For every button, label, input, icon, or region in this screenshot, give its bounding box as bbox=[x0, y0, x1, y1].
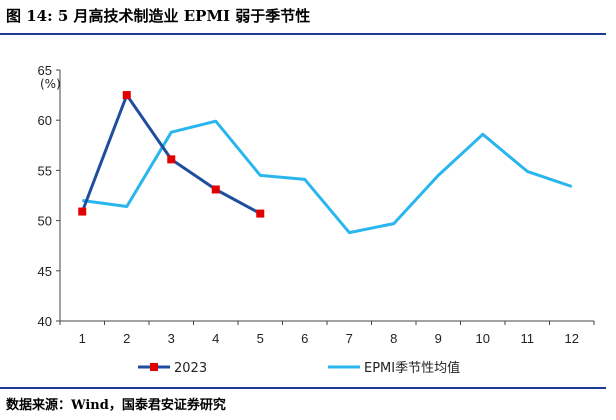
data-point-2023 bbox=[78, 207, 87, 216]
y-tick-label: 65 bbox=[38, 63, 52, 78]
x-tick-label: 3 bbox=[168, 331, 175, 346]
data-point-2023 bbox=[256, 209, 265, 218]
data-point-2023 bbox=[211, 185, 220, 194]
x-tick-label: 1 bbox=[79, 331, 86, 346]
x-tick-label: 12 bbox=[565, 331, 579, 346]
x-tick-label: 7 bbox=[346, 331, 353, 346]
source-rule bbox=[0, 387, 606, 389]
x-tick-label: 8 bbox=[390, 331, 397, 346]
chart-series bbox=[78, 91, 573, 235]
legend-marker-2023 bbox=[150, 363, 158, 371]
x-tick-label: 2 bbox=[123, 331, 130, 346]
data-point-2023 bbox=[167, 155, 176, 164]
series-line-seasonal-avg bbox=[82, 119, 573, 235]
x-tick-label: 6 bbox=[301, 331, 308, 346]
source-note: 数据来源：Wind，国泰君安证券研究 bbox=[6, 398, 226, 413]
y-tick-label: 50 bbox=[38, 214, 52, 229]
legend-label-2023: 2023 bbox=[174, 361, 207, 376]
x-tick-label: 10 bbox=[476, 331, 490, 346]
y-tick-label: 55 bbox=[38, 163, 52, 178]
legend-label-seasonal-avg: EPMI季节性均值 bbox=[364, 360, 460, 376]
y-tick-label: 60 bbox=[38, 113, 52, 128]
y-axis-unit: (%) bbox=[40, 77, 61, 91]
x-tick-label: 4 bbox=[212, 331, 219, 346]
y-tick-label: 45 bbox=[38, 264, 52, 279]
data-point-2023 bbox=[122, 91, 131, 100]
x-tick-label: 5 bbox=[257, 331, 264, 346]
figure-title: 图 14: 5 月高技术制造业 EPMI 弱于季节性 bbox=[6, 7, 311, 25]
x-tick-label: 9 bbox=[435, 331, 442, 346]
chart-legend: 2023 EPMI季节性均值 bbox=[138, 360, 460, 376]
x-tick-label: 11 bbox=[521, 331, 535, 346]
series-line-2023 bbox=[80, 93, 262, 215]
title-rule bbox=[0, 33, 606, 35]
y-tick-label: 40 bbox=[38, 314, 52, 329]
